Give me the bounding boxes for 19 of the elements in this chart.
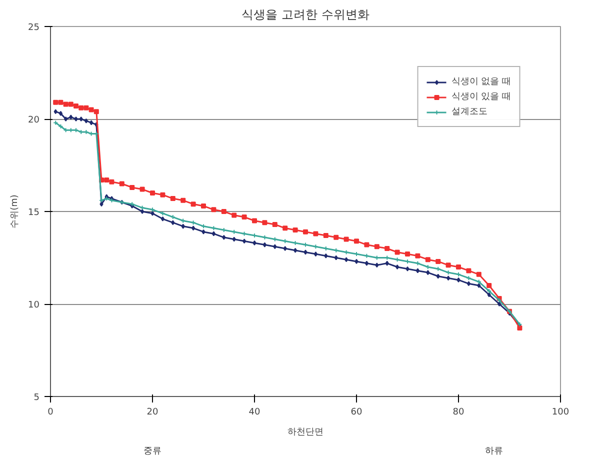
text: 하류	[485, 446, 504, 456]
x-tick-label: 40	[248, 408, 260, 418]
x-tick-label: 80	[452, 408, 464, 418]
x-tick-label: 100	[552, 408, 570, 418]
x-tick-label: 0	[48, 408, 54, 418]
legend-label: 식생이 없을 때	[451, 76, 511, 88]
y-tick-label: 5	[34, 393, 40, 403]
chart-title: 식생을 고려한 수위변화	[242, 8, 370, 22]
legend-label: 설계조도	[451, 106, 488, 118]
y-tick-label: 20	[28, 116, 40, 126]
x-tick-label: 60	[350, 408, 362, 418]
y-tick-label: 25	[28, 23, 40, 33]
x-tick-label: 20	[146, 408, 158, 418]
legend-label: 식생이 있을 때	[451, 91, 511, 103]
y-axis-title: 수위(m)	[10, 194, 20, 228]
y-tick-label: 15	[28, 208, 40, 218]
y-tick-label: 10	[28, 300, 40, 310]
text: 중류	[144, 446, 162, 456]
x-axis-title: 하천단면	[288, 428, 324, 438]
